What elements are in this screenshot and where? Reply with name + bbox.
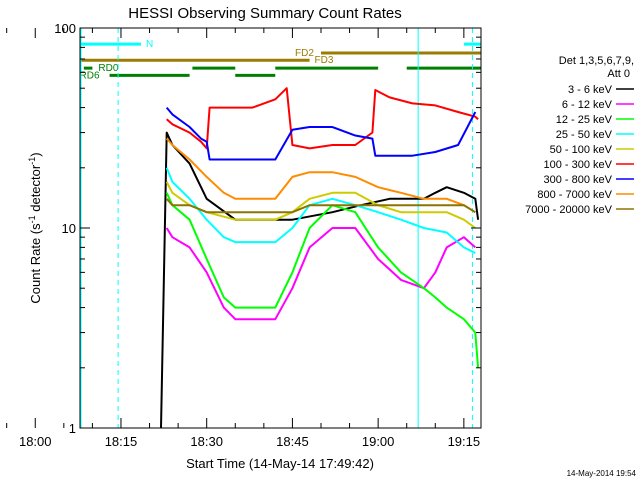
- x-axis-ticks: 18:00 18:15 18:30 18:45 19:00 19:15: [6, 28, 481, 449]
- legend-label-5: 100 - 300 keV: [544, 159, 613, 171]
- legend: 3 - 6 keV 6 - 12 keV 12 - 25 keV 25 - 50 ke…: [525, 84, 634, 216]
- chart-title: HESSI Observing Summary Count Rates: [128, 5, 401, 22]
- flag-label-rd0: RD0: [98, 63, 118, 74]
- flag-label-fd2: FD2: [295, 48, 314, 59]
- legend-title-attenuator: Att 0: [607, 68, 630, 80]
- series-line-1: [165, 227, 476, 321]
- y-axis-ticks: 1 10 100: [54, 21, 481, 436]
- plot-frame: [79, 27, 482, 429]
- legend-label-0: 3 - 6 keV: [568, 84, 613, 96]
- flag-label-n: N: [146, 39, 153, 50]
- y-axis-label: Count Rate (s-1 detector-1): [27, 152, 43, 303]
- series-line-2: [165, 192, 480, 368]
- legend-label-4: 50 - 100 keV: [550, 144, 613, 156]
- legend-label-3: 25 - 50 keV: [556, 129, 613, 141]
- series-lines: [160, 87, 480, 429]
- x-tick-label: 19:15: [448, 434, 481, 449]
- series-line-5: [166, 87, 479, 150]
- footer-timestamp: 14-May-2014 19:54: [567, 469, 637, 478]
- x-tick-label: 19:00: [362, 434, 395, 449]
- legend-label-2: 12 - 25 keV: [556, 114, 613, 126]
- series-line-3: [165, 167, 476, 254]
- series-line-7: [165, 137, 476, 214]
- y-tick-label: 10: [62, 221, 76, 236]
- x-tick-label: 18:45: [276, 434, 309, 449]
- y-tick-label: 100: [54, 21, 76, 36]
- legend-label-8: 7000 - 20000 keV: [525, 204, 613, 216]
- y-tick-label: 1: [69, 421, 76, 436]
- flag-label-rd6: RD6: [80, 70, 100, 81]
- legend-label-7: 800 - 7000 keV: [537, 189, 612, 201]
- vertical-markers: [80, 28, 473, 428]
- x-tick-label: 18:30: [190, 434, 223, 449]
- flag-label-fd3: FD3: [315, 55, 334, 66]
- x-tick-label: 18:00: [19, 434, 52, 449]
- legend-title-detectors: Det 1,3,5,6,7,9,: [559, 55, 634, 67]
- series-line-8: [165, 198, 476, 214]
- legend-label-1: 6 - 12 keV: [562, 99, 613, 111]
- legend-label-6: 300 - 800 keV: [544, 174, 613, 186]
- x-tick-label: 18:15: [105, 434, 138, 449]
- series-line-6: [165, 106, 477, 161]
- x-axis-label: Start Time (14-May-14 17:49:42): [186, 456, 374, 471]
